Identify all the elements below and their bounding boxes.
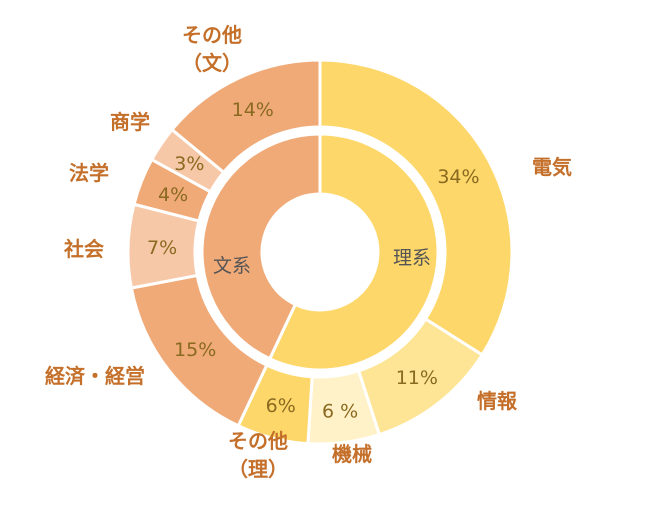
percent-label-4: 6%: [266, 395, 296, 417]
category-label-7: 法学: [69, 161, 109, 185]
category-label-3: 機械: [332, 442, 372, 466]
percent-label-2: 11%: [396, 367, 438, 389]
category-label-4: その他（理）: [228, 429, 288, 481]
category-label-1: 電気: [532, 155, 572, 179]
category-label-6: 社会: [63, 237, 104, 261]
inner-label-1: 理系: [393, 247, 431, 269]
inner-slice-1: [267, 132, 440, 372]
category-label-9: その他（文）: [182, 23, 242, 75]
inner-slice-2: [200, 132, 322, 361]
percent-label-1: 34%: [437, 166, 479, 188]
percent-label-9: 14%: [232, 99, 274, 121]
category-label-2: 情報: [477, 389, 518, 413]
percent-label-8: 3%: [174, 153, 204, 175]
percent-label-3: 6 %: [322, 401, 358, 423]
percent-label-7: 4%: [158, 184, 188, 206]
category-label-5: 経済・経営: [45, 364, 145, 388]
percent-label-5: 15%: [174, 339, 216, 361]
category-label-8: 商学: [110, 110, 150, 134]
percent-label-6: 7%: [147, 237, 177, 259]
inner-label-2: 文系: [213, 255, 251, 277]
outer-slice-1: [318, 58, 514, 357]
outer-slice-9: [169, 58, 322, 175]
